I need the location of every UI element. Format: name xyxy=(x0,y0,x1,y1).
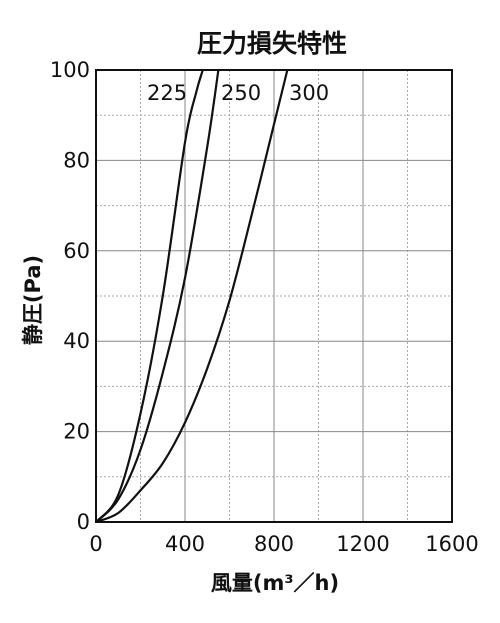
x-tick-label: 1600 xyxy=(425,532,478,556)
x-tick-label: 1200 xyxy=(336,532,389,556)
series-labels: 225 250 300 xyxy=(147,81,329,105)
grid xyxy=(96,70,452,522)
curves xyxy=(95,69,289,524)
y-tick-label: 40 xyxy=(63,329,90,353)
series-label-250: 250 xyxy=(221,81,261,105)
x-tick-label: 400 xyxy=(165,532,205,556)
y-tick-labels: 0 20 40 60 80 100 xyxy=(50,58,90,534)
y-tick-label: 80 xyxy=(63,148,90,172)
series-label-300: 300 xyxy=(289,81,329,105)
x-tick-label: 0 xyxy=(89,532,102,556)
series-line-300 xyxy=(95,69,289,524)
chart-title: 圧力損失特性 xyxy=(197,29,347,58)
x-tick-labels: 0 400 800 1200 1600 xyxy=(89,532,478,556)
y-tick-label: 0 xyxy=(77,510,90,534)
x-tick-label: 800 xyxy=(254,532,294,556)
y-tick-label: 20 xyxy=(63,420,90,444)
series-line-250 xyxy=(95,69,220,523)
series-line-225 xyxy=(95,69,204,523)
plot-frame xyxy=(95,69,453,523)
series-label-225: 225 xyxy=(147,81,187,105)
y-tick-label: 60 xyxy=(63,239,90,263)
y-tick-label: 100 xyxy=(50,58,90,82)
x-axis-label: 風量(m³／h) xyxy=(211,571,339,595)
y-axis-label: 静圧(Pa) xyxy=(21,255,45,345)
